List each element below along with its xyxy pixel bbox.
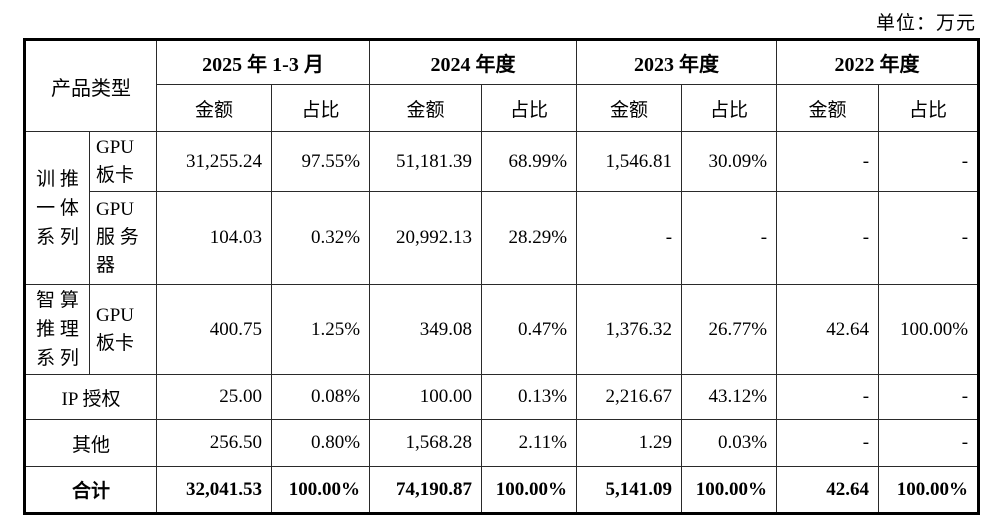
ratio-cell: 100.00%	[878, 466, 980, 514]
row-label-gpu-board: GPU 板卡	[89, 284, 157, 375]
ratio-cell: 2.11%	[481, 419, 578, 467]
amount-cell: 20,992.13	[369, 191, 483, 285]
ratio-cell: 100.00%	[481, 466, 578, 514]
product-type-header: 产品类型	[24, 39, 157, 132]
ratio-cell: 43.12%	[681, 374, 778, 420]
ratio-header: 占比	[681, 84, 778, 132]
row-label-total: 合计	[24, 466, 157, 514]
amount-cell: 42.64	[776, 466, 880, 514]
revenue-table: 产品类型 2025 年 1-3 月 2024 年度 2023 年度 2022 年…	[23, 38, 981, 515]
amount-cell: 42.64	[776, 284, 880, 375]
ratio-cell: 100.00%	[270, 466, 371, 514]
amount-cell: 1.29	[576, 419, 683, 467]
ratio-cell: 68.99%	[481, 131, 578, 192]
amount-header: 金额	[776, 84, 880, 132]
ratio-cell: 0.08%	[270, 374, 371, 420]
ratio-cell: 0.13%	[481, 374, 578, 420]
amount-cell: 51,181.39	[369, 131, 483, 192]
table-row-total: 合计 32,041.53 100.00% 74,190.87 100.00% 5…	[24, 466, 980, 514]
period-header-2022: 2022 年度	[776, 39, 980, 85]
ratio-cell: 0.32%	[270, 191, 371, 285]
amount-cell: 349.08	[369, 284, 483, 375]
period-header-2025: 2025 年 1-3 月	[155, 39, 371, 85]
amount-cell: -	[776, 374, 880, 420]
ratio-cell: 0.03%	[681, 419, 778, 467]
table-row-other: 其他 256.50 0.80% 1,568.28 2.11% 1.29 0.03…	[24, 419, 980, 467]
amount-cell: -	[776, 131, 880, 192]
amount-cell: 256.50	[156, 419, 272, 467]
amount-header: 金额	[576, 84, 683, 132]
row-label-ip-license: IP 授权	[24, 374, 157, 420]
table-row-training-gpu-server: GPU 服 务 器 104.03 0.32% 20,992.13 28.29% …	[25, 191, 980, 285]
ratio-cell: -	[681, 191, 778, 285]
ratio-cell: 1.25%	[270, 284, 371, 375]
ratio-cell: -	[878, 374, 980, 420]
ratio-cell: 26.77%	[681, 284, 778, 375]
ratio-header: 占比	[481, 84, 578, 132]
amount-cell: 25.00	[156, 374, 272, 420]
amount-cell: 400.75	[156, 284, 272, 375]
period-header-2023: 2023 年度	[576, 39, 778, 85]
amount-cell: 2,216.67	[576, 374, 683, 420]
amount-cell: -	[576, 191, 683, 285]
amount-cell: 74,190.87	[369, 466, 483, 514]
amount-header: 金额	[369, 84, 483, 132]
period-header-2024: 2024 年度	[369, 39, 578, 85]
ratio-header: 占比	[878, 84, 980, 132]
amount-cell: -	[776, 191, 880, 285]
table-row-training-gpu-board: 训 推 一 体 系 列 GPU 板卡 31,255.24 97.55% 51,1…	[24, 131, 980, 285]
ratio-header: 占比	[270, 84, 371, 132]
group-label-inference-series: 智 算 推 理 系 列	[24, 284, 90, 375]
ratio-cell: -	[878, 131, 980, 192]
ratio-cell: 28.29%	[481, 191, 578, 285]
amount-cell: 1,568.28	[369, 419, 483, 467]
amount-cell: 100.00	[369, 374, 483, 420]
ratio-cell: -	[878, 191, 980, 285]
amount-header: 金额	[156, 84, 272, 132]
amount-cell: 1,546.81	[576, 131, 683, 192]
row-label-gpu-board: GPU 板卡	[89, 131, 157, 192]
ratio-cell: 100.00%	[878, 284, 980, 375]
amount-cell: 1,376.32	[576, 284, 683, 375]
ratio-cell: 100.00%	[681, 466, 778, 514]
row-label-gpu-server: GPU 服 务 器	[89, 191, 157, 285]
row-label-other: 其他	[24, 419, 157, 467]
table-row-ip-license: IP 授权 25.00 0.08% 100.00 0.13% 2,216.67 …	[24, 374, 980, 420]
header-row-subheaders: 金额 占比 金额 占比 金额 占比 金额 占比	[25, 84, 980, 132]
ratio-cell: 97.55%	[270, 131, 371, 192]
ratio-cell: 0.47%	[481, 284, 578, 375]
header-row-periods: 产品类型 2025 年 1-3 月 2024 年度 2023 年度 2022 年…	[24, 39, 980, 132]
table-row-inference-gpu-board: 智 算 推 理 系 列 GPU 板卡 400.75 1.25% 349.08 0…	[24, 284, 980, 375]
ratio-cell: 30.09%	[681, 131, 778, 192]
ratio-cell: -	[878, 419, 980, 467]
ratio-cell: 0.80%	[270, 419, 371, 467]
amount-cell: 5,141.09	[576, 466, 683, 514]
amount-cell: 32,041.53	[156, 466, 272, 514]
amount-cell: -	[776, 419, 880, 467]
amount-cell: 104.03	[156, 191, 272, 285]
amount-cell: 31,255.24	[156, 131, 272, 192]
group-label-training-series: 训 推 一 体 系 列	[24, 131, 90, 285]
unit-label: 单位：万元	[875, 13, 976, 34]
